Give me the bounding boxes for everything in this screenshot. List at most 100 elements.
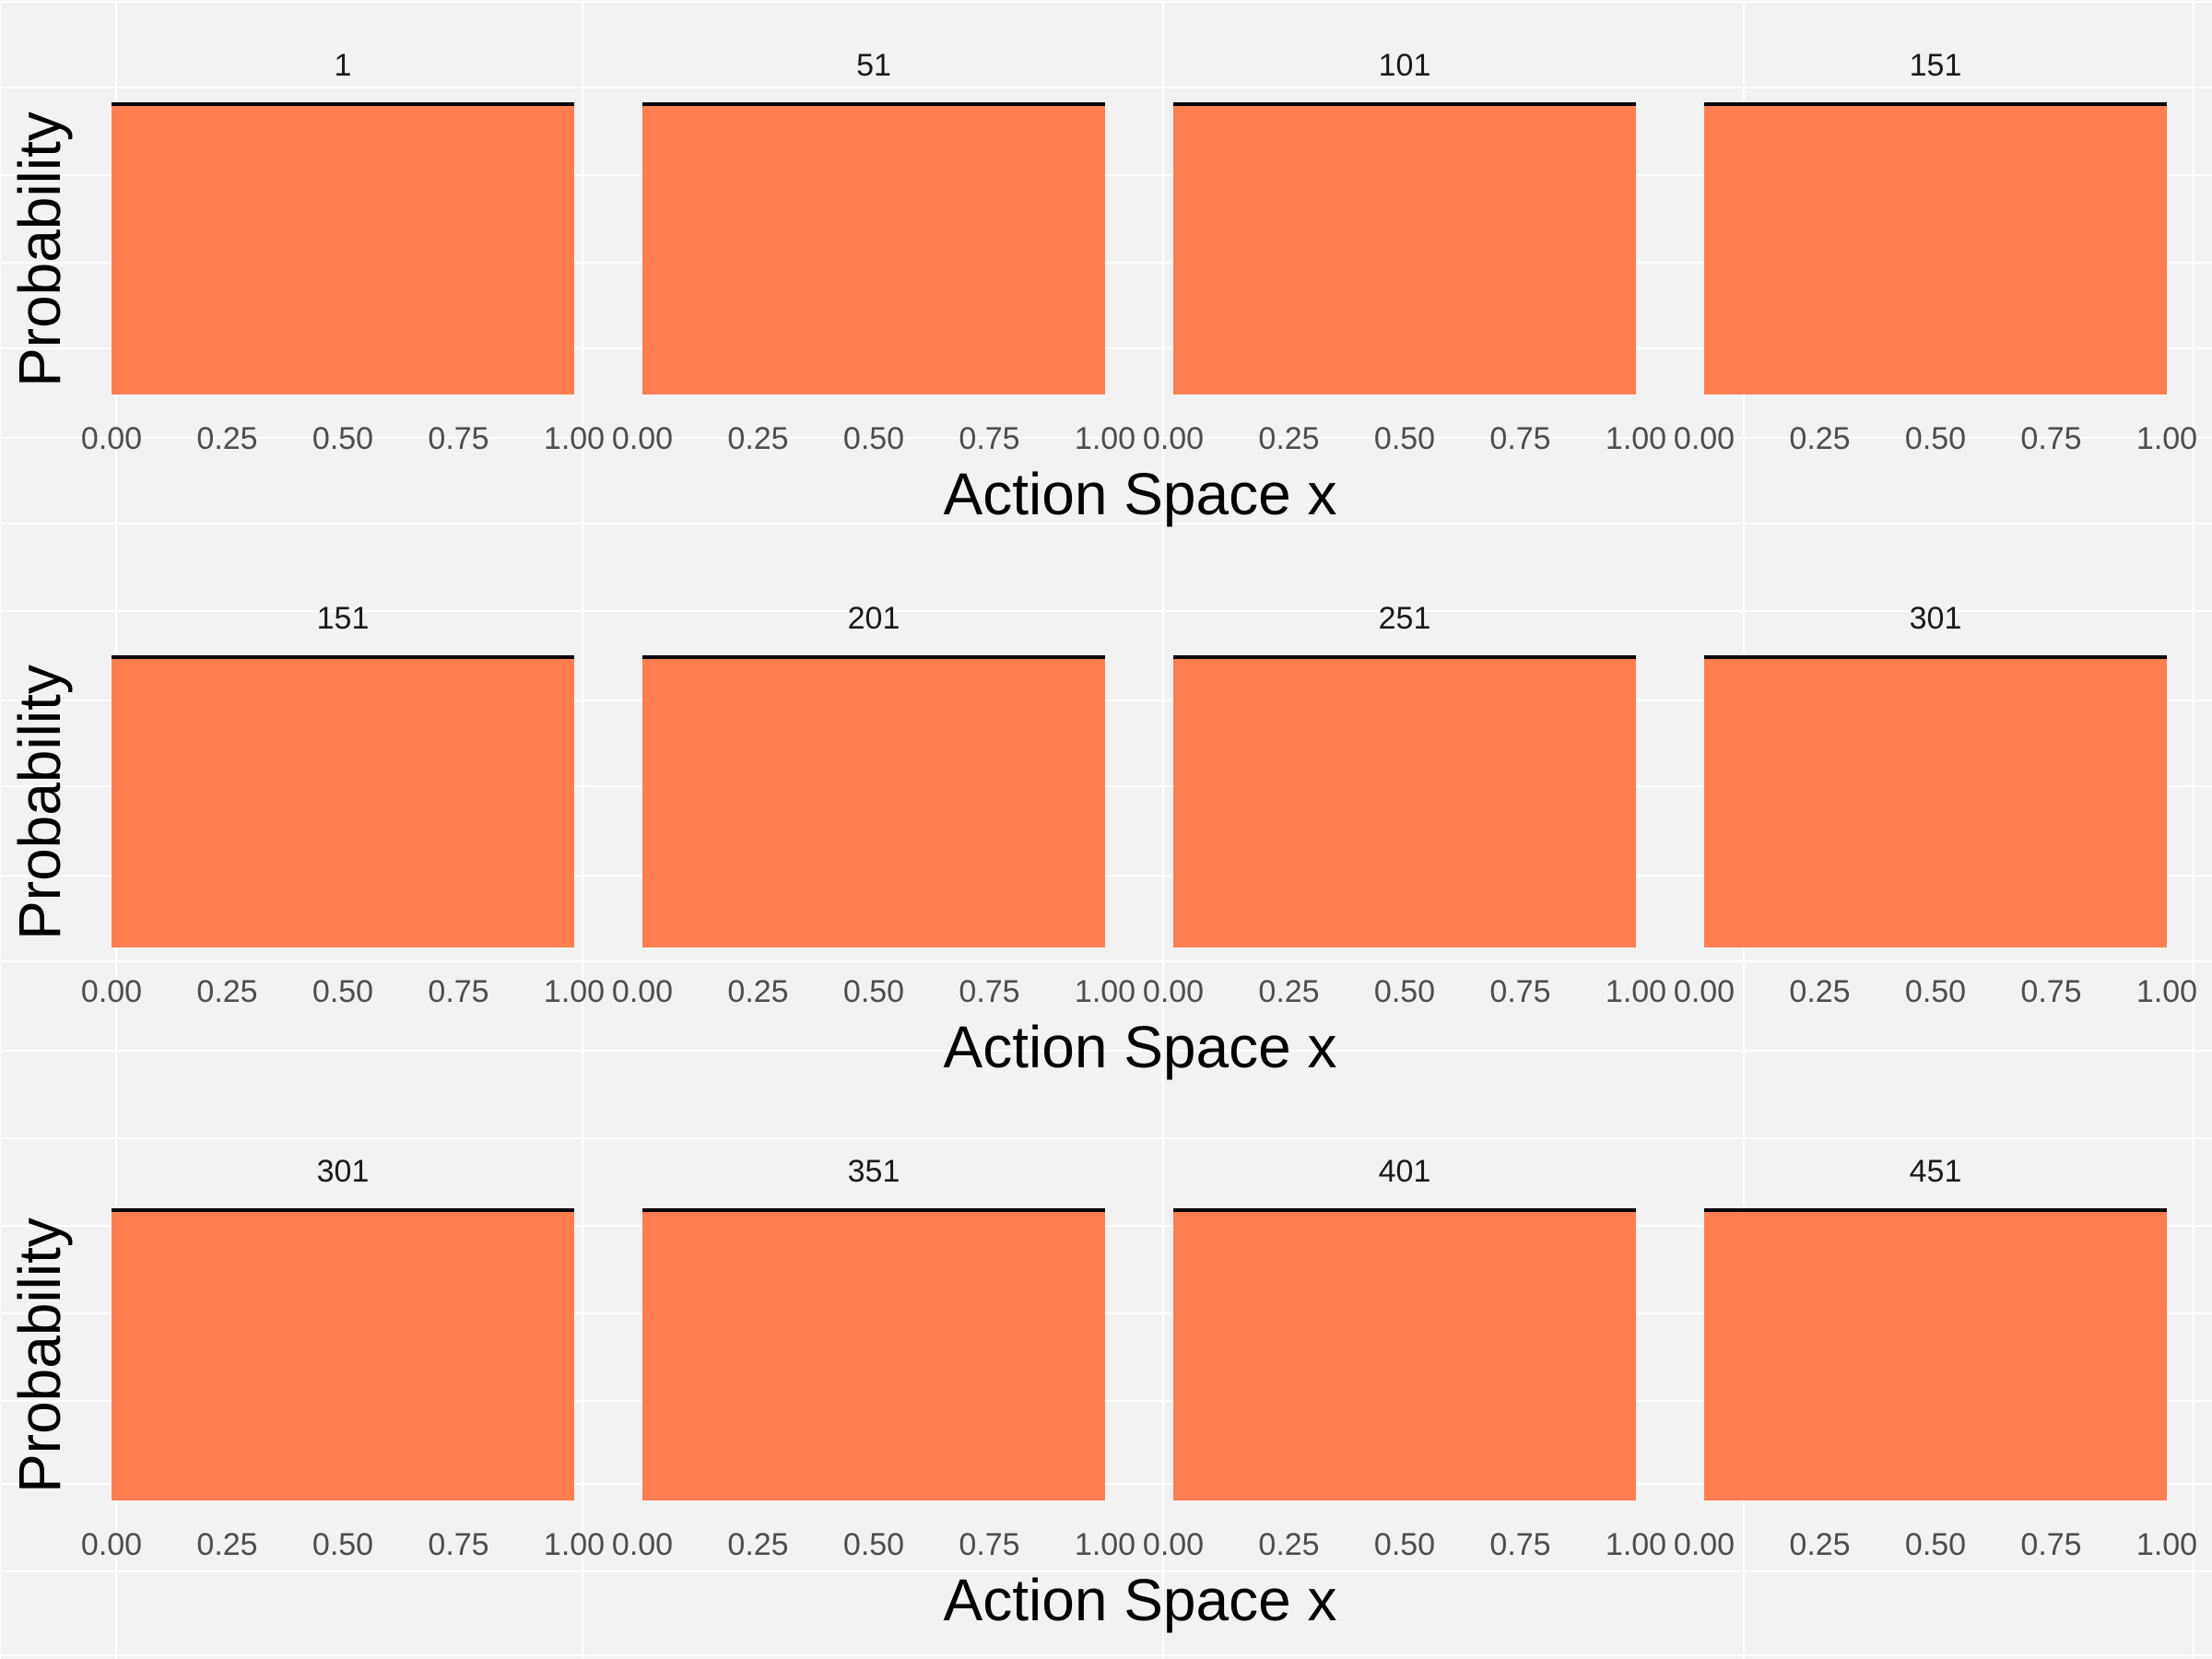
x-tick-label: 0.50: [843, 974, 904, 1009]
x-tick-label: 1.00: [2136, 974, 2197, 1009]
facet-row-2: 151 0.00 0.25 0.50 0.75 1.00 201 0.00 0.25 0.50 0.…: [6, 601, 2197, 1080]
facet-panel-351: 351 0.00 0.25 0.50 0.75 1.00: [612, 1154, 1135, 1562]
x-tick-label: 1.00: [1606, 1527, 1666, 1562]
x-tick-label: 0.75: [2020, 974, 2081, 1009]
x-tick-label: 0.50: [1374, 974, 1435, 1009]
facet-panel-51: 51 0.00 0.25 0.50 0.75 1.00: [612, 48, 1135, 456]
x-tick-label: 1.00: [1606, 421, 1666, 456]
x-tick-label: 0.25: [1258, 1527, 1319, 1562]
facet-label: 101: [1379, 48, 1431, 83]
x-tick-label: 0.00: [81, 421, 142, 456]
facet-panel-151: 151 0.00 0.25 0.50 0.75 1.00: [1674, 48, 2197, 456]
x-tick-label: 1.00: [544, 974, 605, 1009]
x-tick-label: 0.00: [1674, 1527, 1735, 1562]
facet-label: 151: [317, 601, 370, 636]
x-tick-label: 0.75: [2020, 1527, 2081, 1562]
x-tick-label: 0.25: [1789, 421, 1850, 456]
density-area: [1173, 657, 1636, 947]
x-tick-label: 0.00: [1143, 421, 1204, 456]
x-tick-label: 1.00: [1075, 974, 1135, 1009]
x-tick-label: 0.25: [727, 1527, 788, 1562]
facet-label: 201: [848, 601, 900, 636]
x-tick-label: 0.25: [1258, 974, 1319, 1009]
x-tick-label: 0.50: [1374, 421, 1435, 456]
x-tick-label: 0.50: [1905, 1527, 1966, 1562]
facet-panel-201: 201 0.00 0.25 0.50 0.75 1.00: [612, 601, 1135, 1009]
facet-label: 301: [1910, 601, 1962, 636]
x-tick-label: 0.00: [1674, 974, 1735, 1009]
x-tick-label: 1.00: [2136, 421, 2197, 456]
facet-label: 51: [856, 48, 891, 83]
x-tick-label: 0.25: [1258, 421, 1319, 456]
x-tick-label: 0.00: [1674, 421, 1735, 456]
x-tick-label: 0.00: [81, 974, 142, 1009]
x-axis-title: Action Space x: [944, 1567, 1337, 1633]
x-tick-label: 0.75: [1489, 421, 1550, 456]
facet-label: 301: [317, 1154, 370, 1189]
x-tick-label: 0.50: [843, 421, 904, 456]
density-area: [112, 657, 574, 947]
density-area: [1704, 104, 2167, 394]
facet-panel-301: 301 0.00 0.25 0.50 0.75 1.00: [1674, 601, 2197, 1009]
x-tick-label: 0.50: [1374, 1527, 1435, 1562]
x-tick-label: 0.25: [196, 421, 257, 456]
facet-label: 401: [1379, 1154, 1431, 1189]
x-tick-label: 0.00: [612, 1527, 673, 1562]
facet-panel-101: 101 0.00 0.25 0.50 0.75 1.00: [1143, 48, 1666, 456]
x-tick-label: 0.00: [612, 421, 673, 456]
x-tick-label: 0.00: [1143, 974, 1204, 1009]
facet-label: 251: [1379, 601, 1431, 636]
x-tick-label: 1.00: [1075, 1527, 1135, 1562]
x-tick-label: 0.25: [727, 421, 788, 456]
x-tick-label: 0.75: [1489, 1527, 1550, 1562]
density-area: [642, 657, 1105, 947]
y-axis-title: Probability: [6, 112, 73, 387]
x-tick-label: 0.00: [81, 1527, 142, 1562]
facet-panel-451: 451 0.00 0.25 0.50 0.75 1.00: [1674, 1154, 2197, 1562]
facet-panel-1: 1 0.00 0.25 0.50 0.75 1.00: [81, 48, 605, 456]
x-tick-label: 0.50: [312, 974, 373, 1009]
x-axis-title: Action Space x: [944, 461, 1337, 527]
facet-row-3: 301 0.00 0.25 0.50 0.75 1.00 351 0.00 0.25 0.50 0.…: [6, 1154, 2197, 1633]
x-tick-label: 1.00: [544, 1527, 605, 1562]
x-tick-label: 0.25: [196, 974, 257, 1009]
x-tick-label: 0.75: [428, 421, 488, 456]
x-axis-title: Action Space x: [944, 1014, 1337, 1080]
facet-label: 1: [335, 48, 352, 83]
x-tick-label: 0.50: [312, 1527, 373, 1562]
facet-panel-251: 251 0.00 0.25 0.50 0.75 1.00: [1143, 601, 1666, 1009]
x-tick-label: 0.75: [428, 1527, 488, 1562]
x-tick-label: 1.00: [1075, 421, 1135, 456]
x-tick-label: 0.75: [959, 421, 1019, 456]
x-tick-label: 1.00: [2136, 1527, 2197, 1562]
x-tick-label: 0.50: [312, 421, 373, 456]
y-axis-title: Probability: [6, 1218, 73, 1493]
x-tick-label: 0.00: [612, 974, 673, 1009]
x-tick-label: 0.50: [1905, 421, 1966, 456]
density-area: [1173, 104, 1636, 394]
x-tick-label: 0.25: [196, 1527, 257, 1562]
x-tick-label: 0.75: [428, 974, 488, 1009]
x-tick-label: 0.75: [959, 974, 1019, 1009]
y-axis-title: Probability: [6, 665, 73, 940]
density-area: [1704, 1210, 2167, 1500]
x-tick-label: 0.25: [1789, 1527, 1850, 1562]
x-tick-label: 1.00: [1606, 974, 1666, 1009]
facet-panel-151: 151 0.00 0.25 0.50 0.75 1.00: [81, 601, 605, 1009]
density-area: [1173, 1210, 1636, 1500]
x-tick-label: 0.75: [959, 1527, 1019, 1562]
facet-label: 351: [848, 1154, 900, 1189]
facet-panel-301: 301 0.00 0.25 0.50 0.75 1.00: [81, 1154, 605, 1562]
density-area: [1704, 657, 2167, 947]
facet-panel-401: 401 0.00 0.25 0.50 0.75 1.00: [1143, 1154, 1666, 1562]
density-area: [642, 1210, 1105, 1500]
x-tick-label: 0.75: [2020, 421, 2081, 456]
x-tick-label: 0.25: [727, 974, 788, 1009]
density-area: [112, 1210, 574, 1500]
facet-label: 451: [1910, 1154, 1962, 1189]
x-tick-label: 1.00: [544, 421, 605, 456]
x-tick-label: 0.75: [1489, 974, 1550, 1009]
